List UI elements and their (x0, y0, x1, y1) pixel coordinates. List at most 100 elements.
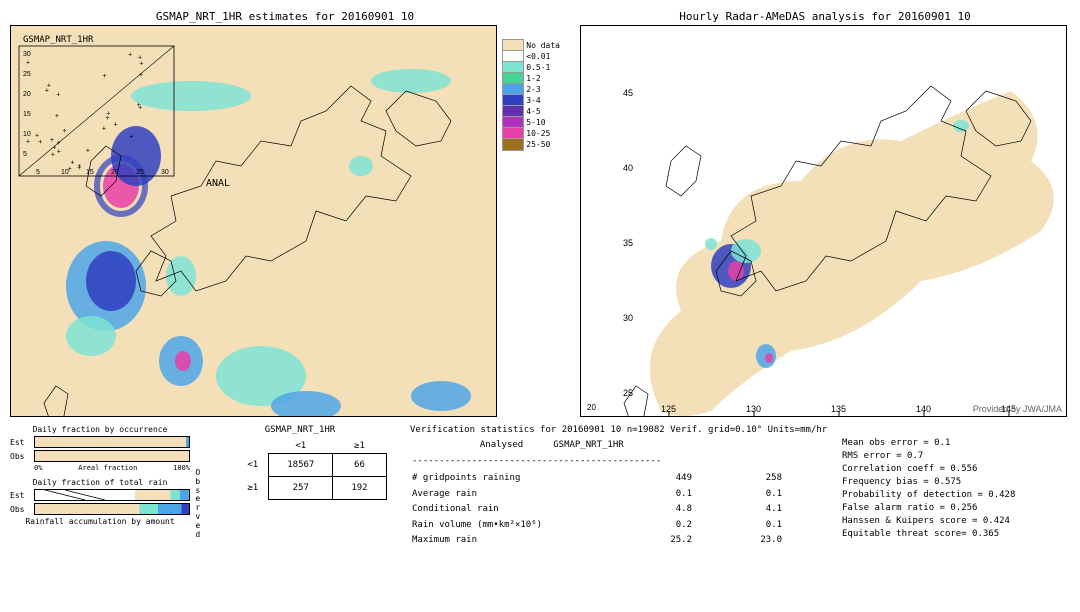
legend-label: No data (524, 41, 560, 50)
legend-label: 4-5 (524, 107, 540, 116)
right-map-panel: Hourly Radar-AMeDAS analysis for 2016090… (580, 10, 1070, 417)
row-lt: <1 (237, 454, 268, 477)
svg-text:+: + (56, 91, 60, 98)
stats-metrics: Mean obs error = 0.1RMS error = 0.7Corre… (842, 437, 1015, 550)
obs-label: Obs (10, 452, 34, 461)
metric-line: False alarm ratio = 0.256 (842, 502, 1015, 515)
cont-wrapper: Observed <1 ≥1 <1 18567 66 ≥1 257 192 (213, 439, 386, 500)
obs-bar-2 (34, 503, 190, 515)
stats-row: Conditional rain4.84.1 (412, 503, 810, 517)
svg-text:ANAL: ANAL (206, 178, 230, 189)
est-label: Est (10, 438, 34, 447)
legend-label: 5-10 (524, 118, 545, 127)
color-legend: No data<0.010.5-11-22-33-44-55-1010-2525… (502, 40, 560, 150)
col-lt: <1 (269, 439, 333, 454)
row-ge: ≥1 (237, 477, 268, 500)
axis-right: 100% (173, 464, 190, 472)
svg-text:+: + (47, 82, 51, 89)
svg-text:10: 10 (23, 131, 31, 138)
col-ge: ≥1 (333, 439, 386, 454)
metric-line: Correlation coeff = 0.556 (842, 463, 1015, 476)
col-model: GSMAP_NRT_1HR (553, 439, 689, 453)
svg-text:45: 45 (623, 88, 633, 98)
legend-label: 3-4 (524, 96, 540, 105)
stats-header: Verification statistics for 20160901 10 … (410, 425, 1070, 435)
svg-text:15: 15 (86, 169, 94, 176)
svg-text:+: + (77, 165, 81, 172)
stats-table-wrap: Analysed GSMAP_NRT_1HR -----------------… (410, 437, 812, 550)
cell-01: 66 (333, 454, 386, 477)
svg-text:+: + (106, 111, 110, 118)
stats-row: Average rain0.10.1 (412, 488, 810, 502)
bottom-stats-row: Daily fraction by occurrence Est Obs 0% … (10, 425, 1070, 550)
svg-text:30: 30 (623, 313, 633, 323)
dash-line: ----------------------------------------… (412, 455, 689, 469)
left-map-panel: GSMAP_NRT_1HR estimates for 20160901 10 … (10, 10, 560, 417)
obs-side-label: Observed (195, 469, 200, 539)
frac-title-3: Rainfall accumulation by amount (10, 517, 190, 526)
svg-text:20: 20 (23, 91, 31, 98)
svg-text:+: + (102, 126, 106, 133)
est-bar-2 (34, 489, 190, 501)
stats-panel: Verification statistics for 20160901 10 … (410, 425, 1070, 550)
svg-text:5: 5 (23, 151, 27, 158)
col-analysed: Analysed (453, 439, 552, 453)
obs-bar-1 (34, 450, 190, 462)
stats-table: Analysed GSMAP_NRT_1HR -----------------… (410, 437, 691, 470)
svg-text:25: 25 (623, 388, 633, 398)
est-bar-1 (34, 436, 190, 448)
contingency-table: <1 ≥1 <1 18567 66 ≥1 257 192 (237, 439, 386, 500)
stats-rows: # gridpoints raining449258 Average rain0.… (410, 470, 812, 550)
svg-text:30: 30 (23, 51, 31, 58)
left-map-svg: GSMAP_NRT_1HR5101520253051015202530+++++… (11, 26, 496, 416)
cell-11: 192 (333, 477, 386, 500)
svg-text:+: + (128, 52, 132, 59)
legend-label: 0.5-1 (524, 63, 550, 72)
frac-axis-1: 0% Areal fraction 100% (34, 464, 190, 472)
svg-text:15: 15 (23, 111, 31, 118)
est-label-2: Est (10, 491, 34, 500)
svg-text:+: + (55, 113, 59, 120)
legend-label: <0.01 (524, 52, 550, 61)
cont-title: GSMAP_NRT_1HR (205, 425, 395, 435)
frac-obs-row-1: Obs (10, 450, 190, 462)
stats-row: Rain volume (mm•km²×10⁶)0.20.1 (412, 519, 810, 533)
right-map-title: Hourly Radar-AMeDAS analysis for 2016090… (580, 10, 1070, 23)
svg-text:35: 35 (623, 238, 633, 248)
svg-text:+: + (113, 121, 117, 128)
cell-10: 257 (269, 477, 333, 500)
frac-est-row-2: Est (10, 489, 190, 501)
svg-text:GSMAP_NRT_1HR: GSMAP_NRT_1HR (23, 35, 94, 45)
stats-row: # gridpoints raining449258 (412, 472, 810, 486)
svg-text:+: + (129, 133, 133, 140)
axis-mid: Areal fraction (78, 464, 137, 472)
svg-text:20: 20 (587, 403, 596, 412)
cell-00: 18567 (269, 454, 333, 477)
right-map-svg: 125130135140145253035404520 (581, 26, 1066, 416)
svg-text:25: 25 (136, 169, 144, 176)
svg-text:+: + (68, 166, 72, 173)
svg-text:+: + (102, 73, 106, 80)
svg-text:+: + (86, 147, 90, 154)
legend-swatch (502, 138, 524, 151)
legend-row: 25-50 (502, 139, 560, 150)
axis-left: 0% (34, 464, 42, 472)
svg-text:+: + (139, 72, 143, 79)
obs-label-2: Obs (10, 505, 34, 514)
svg-text:+: + (70, 160, 74, 167)
left-map-container: GSMAP_NRT_1HR5101520253051015202530+++++… (10, 25, 497, 417)
legend-label: 2-3 (524, 85, 540, 94)
top-map-row: GSMAP_NRT_1HR estimates for 20160901 10 … (10, 10, 1070, 417)
svg-text:+: + (26, 60, 30, 67)
frac-obs-row-2: Obs (10, 503, 190, 515)
frac-est-row-1: Est (10, 436, 190, 448)
svg-text:+: + (26, 139, 30, 146)
svg-text:+: + (57, 140, 61, 147)
svg-text:25: 25 (23, 71, 31, 78)
stats-body: Analysed GSMAP_NRT_1HR -----------------… (410, 437, 1070, 550)
svg-text:+: + (51, 151, 55, 158)
svg-text:+: + (137, 102, 141, 109)
svg-text:40: 40 (623, 163, 633, 173)
metric-line: Probability of detection = 0.428 (842, 489, 1015, 502)
frac-title-1: Daily fraction by occurrence (10, 425, 190, 434)
